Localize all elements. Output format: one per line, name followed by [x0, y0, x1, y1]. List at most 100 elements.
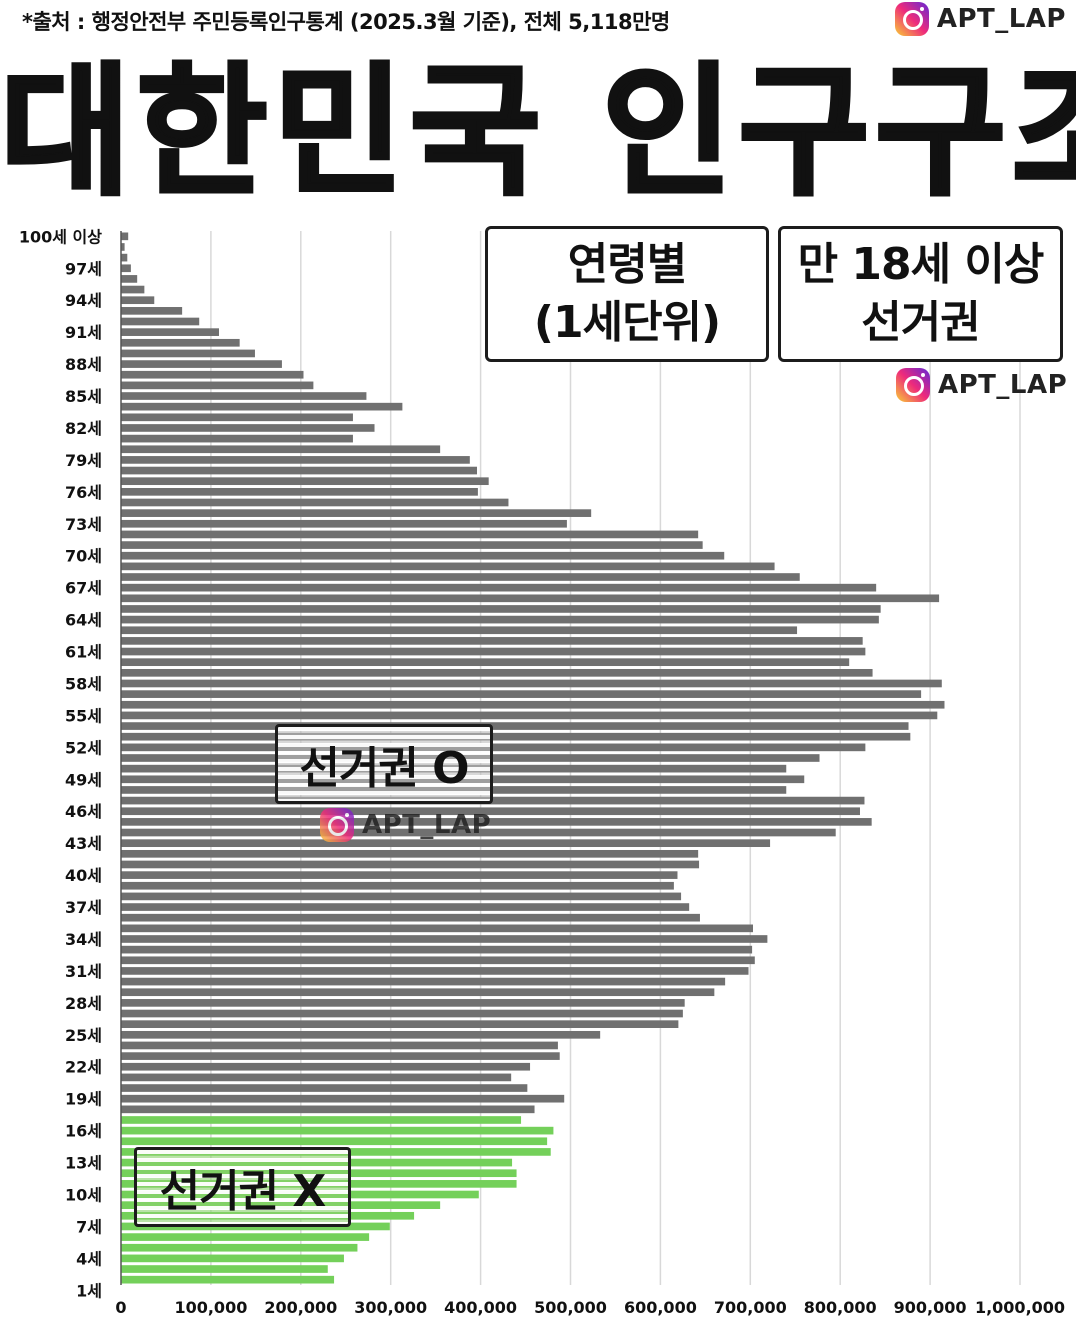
bar-age-37 — [121, 903, 690, 911]
bar-age-66 — [121, 594, 940, 603]
x-tick-label: 1,000,000 — [975, 1298, 1065, 1317]
bar-age-71 — [121, 541, 703, 549]
bar-age-92 — [121, 317, 200, 326]
bar-age-95 — [121, 285, 145, 294]
bar-age-69 — [121, 562, 775, 571]
bar-age-45 — [121, 818, 872, 826]
bar-age-83 — [121, 413, 353, 422]
y-tick-label: 22세 — [65, 1058, 102, 1077]
bar-age-96 — [121, 275, 138, 283]
legend-vote-line1: 만 18세 이상 — [797, 239, 1045, 290]
legend-box-voting-age: 만 18세 이상 선거권 — [778, 226, 1063, 362]
x-tick-label: 600,000 — [624, 1298, 697, 1317]
x-tick-label: 800,000 — [804, 1298, 877, 1317]
y-tick-label: 94세 — [65, 291, 102, 310]
y-tick-label: 52세 — [65, 738, 102, 757]
bar-age-90 — [121, 338, 240, 347]
y-tick-label: 58세 — [65, 674, 102, 693]
x-tick-label: 0 — [115, 1298, 126, 1317]
y-tick-label: 88세 — [65, 355, 102, 374]
bar-age-28 — [121, 999, 685, 1007]
bar-age-99 — [121, 243, 125, 251]
bar-age-74 — [121, 509, 592, 517]
label-voting-ineligible: 선거권 X — [134, 1147, 351, 1227]
bar-age-5 — [121, 1243, 358, 1252]
brand-handle: APT_LAP — [936, 4, 1066, 34]
bar-age-59 — [121, 668, 873, 677]
bar-age-27 — [121, 1009, 683, 1018]
brand-handle: APT_LAP — [362, 810, 492, 840]
y-tick-label: 1세 — [76, 1281, 102, 1300]
bar-age-93 — [121, 307, 183, 315]
y-tick-label: 73세 — [65, 515, 102, 534]
bar-age-31 — [121, 967, 749, 975]
brand-badge-top[interactable]: APT_LAP — [894, 2, 1066, 36]
bar-age-91 — [121, 328, 219, 336]
bar-age-98 — [121, 253, 128, 262]
source-note: *출처 : 행정안전부 주민등록인구통계 (2025.3월 기준), 전체 5,… — [22, 10, 670, 34]
bar-age-42 — [121, 849, 699, 858]
x-tick-label: 300,000 — [354, 1298, 427, 1317]
bar-age-4 — [121, 1254, 344, 1263]
bar-age-65 — [121, 605, 881, 613]
bar-age-75 — [121, 498, 509, 507]
bar-age-58 — [121, 679, 942, 688]
bar-age-15 — [121, 1137, 548, 1146]
bar-age-43 — [121, 839, 771, 848]
y-tick-label: 49세 — [65, 770, 102, 789]
bar-age-25 — [121, 1030, 601, 1039]
y-tick-label: 7세 — [76, 1217, 102, 1236]
y-tick-label: 28세 — [65, 994, 102, 1013]
bar-age-21 — [121, 1073, 512, 1082]
bar-age-33 — [121, 945, 753, 954]
instagram-icon — [894, 2, 929, 36]
bar-age-73 — [121, 519, 567, 528]
x-tick-label: 900,000 — [894, 1298, 967, 1317]
bar-age-79 — [121, 456, 470, 464]
legend-vote-line2: 선거권 — [861, 297, 980, 348]
legend-age-line2: (1세단위) — [533, 297, 721, 348]
bar-age-62 — [121, 637, 863, 645]
bar-age-61 — [121, 647, 866, 656]
bar-age-60 — [121, 658, 850, 667]
y-tick-label: 100세 이상 — [19, 227, 102, 246]
bar-age-57 — [121, 690, 922, 698]
bar-age-67 — [121, 583, 877, 592]
bar-age-29 — [121, 988, 715, 997]
x-tick-label: 700,000 — [714, 1298, 787, 1317]
bar-age-56 — [121, 700, 945, 709]
y-tick-label: 43세 — [65, 834, 102, 853]
brand-badge-chart[interactable]: APT_LAP — [320, 808, 491, 842]
bar-age-88 — [121, 360, 282, 368]
bar-age-82 — [121, 424, 375, 432]
bar-age-44 — [121, 828, 836, 837]
y-tick-label: 40세 — [65, 866, 102, 885]
bar-age-97 — [121, 264, 131, 273]
y-tick-label: 10세 — [65, 1186, 102, 1205]
y-tick-label: 13세 — [65, 1154, 102, 1173]
bar-age-46 — [121, 807, 860, 816]
bar-age-6 — [121, 1233, 370, 1241]
bar-age-80 — [121, 445, 441, 454]
bar-age-68 — [121, 573, 800, 581]
bar-age-100 — [121, 232, 129, 241]
y-tick-label: 70세 — [65, 547, 102, 566]
bar-age-54 — [121, 722, 909, 730]
brand-handle: APT_LAP — [938, 370, 1068, 400]
y-tick-label: 16세 — [65, 1122, 102, 1141]
bar-age-18 — [121, 1105, 535, 1114]
bar-age-3 — [121, 1265, 328, 1273]
y-tick-label: 76세 — [65, 483, 102, 502]
bar-age-32 — [121, 956, 755, 965]
y-tick-label: 25세 — [65, 1026, 102, 1045]
brand-badge-middle[interactable]: APT_LAP — [896, 368, 1067, 402]
bar-age-78 — [121, 466, 478, 475]
bar-age-76 — [121, 488, 478, 496]
bar-age-55 — [121, 711, 938, 720]
bar-age-22 — [121, 1062, 531, 1071]
instagram-icon — [320, 808, 354, 842]
y-tick-label: 79세 — [65, 451, 102, 470]
bar-age-63 — [121, 626, 798, 635]
bar-age-36 — [121, 913, 700, 922]
